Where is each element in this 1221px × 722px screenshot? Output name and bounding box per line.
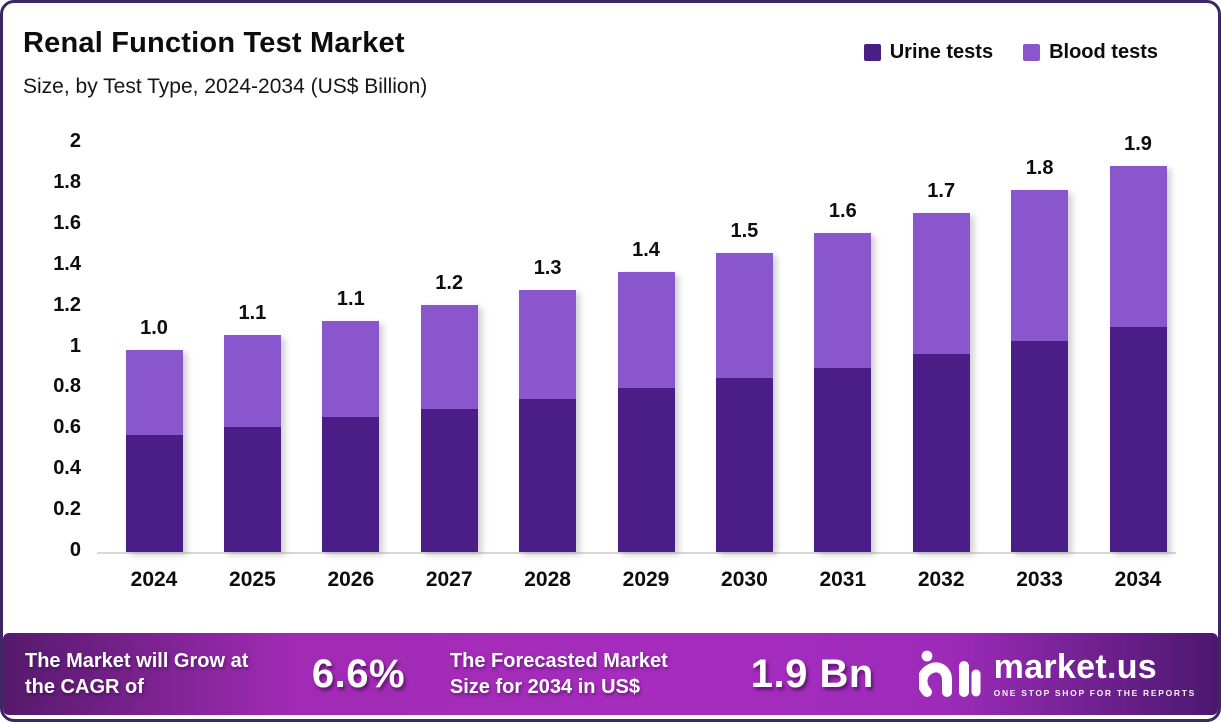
bar-2031 xyxy=(814,232,872,552)
bar-total-label-2024: 1.0 xyxy=(140,316,168,339)
y-axis-tick-1.2: 1.2 xyxy=(53,293,81,316)
bar-total-label-2026: 1.1 xyxy=(336,287,365,310)
x-axis-label-2027: 2027 xyxy=(425,568,473,591)
bar-segment-blood-2031 xyxy=(814,232,872,368)
bar-segment-blood-2029 xyxy=(617,271,675,389)
bar-2024 xyxy=(125,349,183,552)
y-axis-tick-1.8: 1.8 xyxy=(53,170,81,193)
bar-total-label-2031: 1.6 xyxy=(828,199,857,222)
y-axis-tick-0.2: 0.2 xyxy=(53,498,81,521)
bar-total-label-2027: 1.2 xyxy=(435,271,464,294)
x-axis-label-2028: 2028 xyxy=(524,568,571,591)
legend-swatch xyxy=(863,44,881,61)
footer-banner: The Market will Grow at the CAGR of 6.6%… xyxy=(3,633,1218,715)
bar-segment-blood-2034 xyxy=(1109,165,1167,328)
legend-swatch xyxy=(1023,44,1041,61)
bar-segment-blood-2027 xyxy=(420,304,478,409)
bar-segment-urine-2029 xyxy=(617,388,675,552)
bar-segment-urine-2031 xyxy=(814,367,872,552)
marketus-logo-icon xyxy=(918,650,981,697)
y-axis-tick-1: 1 xyxy=(69,334,81,357)
y-axis-tick-1.4: 1.4 xyxy=(53,252,81,275)
marketus-logo-text: market.us ONE STOP SHOP FOR THE REPORTS xyxy=(994,650,1196,698)
x-axis-line xyxy=(97,552,1176,554)
bar-total-label-2025: 1.1 xyxy=(238,302,267,325)
bar-total-label-2033: 1.8 xyxy=(1025,157,1054,180)
x-axis-label-2031: 2031 xyxy=(819,568,867,591)
brand-name: market.us xyxy=(993,648,1157,686)
bar-segment-urine-2025 xyxy=(223,427,281,552)
forecast-value: 1.9 Bn xyxy=(750,651,874,696)
bar-segment-urine-2028 xyxy=(519,398,577,552)
bar-segment-blood-2024 xyxy=(125,349,183,436)
bar-2033 xyxy=(1011,190,1069,552)
x-axis-label-2030: 2030 xyxy=(721,568,768,591)
chart-subtitle: Size, by Test Type, 2024-2034 (US$ Billi… xyxy=(23,75,428,98)
cagr-value: 6.6% xyxy=(311,651,406,696)
bar-segment-urine-2032 xyxy=(912,353,970,552)
page-title: Renal Function Test Market xyxy=(23,27,405,59)
y-axis-tick-2: 2 xyxy=(69,130,81,152)
legend-item-blood-tests: Blood tests xyxy=(1023,41,1158,64)
y-axis-tick-0.6: 0.6 xyxy=(53,416,81,439)
y-axis-tick-0.4: 0.4 xyxy=(53,457,81,480)
bar-segment-urine-2027 xyxy=(420,408,478,552)
brand-tagline: ONE STOP SHOP FOR THE REPORTS xyxy=(993,688,1196,698)
bar-total-label-2032: 1.7 xyxy=(927,179,956,202)
stacked-bar-chart: 2 1.8 1.6 1.4 1.2 1 0.8 0.6 0.4 0.2 0 1.0 2024 1.1 202… xyxy=(53,130,1186,591)
x-axis-label-2034: 2034 xyxy=(1114,568,1162,591)
bar-segment-blood-2030 xyxy=(715,253,773,379)
x-axis-label-2029: 2029 xyxy=(622,568,670,591)
y-axis-tick-0: 0 xyxy=(69,539,81,561)
bar-segment-urine-2030 xyxy=(715,378,773,552)
x-axis-label-2033: 2033 xyxy=(1016,568,1063,591)
cagr-label: The Market will Grow at the CAGR of xyxy=(25,650,249,698)
bar-segment-blood-2025 xyxy=(223,335,281,428)
bar-segment-blood-2033 xyxy=(1011,190,1069,342)
legend-label: Urine tests xyxy=(889,41,994,63)
bar-2030 xyxy=(715,253,773,552)
bar-segment-urine-2034 xyxy=(1109,327,1167,552)
bar-2028 xyxy=(519,290,577,552)
legend-label: Blood tests xyxy=(1049,41,1158,63)
bar-2032 xyxy=(912,212,970,552)
bar-2026 xyxy=(322,320,380,552)
marketus-logo: market.us ONE STOP SHOP FOR THE REPORTS xyxy=(918,647,1196,701)
x-axis-label-2032: 2032 xyxy=(917,568,965,591)
y-axis-tick-0.8: 0.8 xyxy=(53,375,81,398)
bar-2029 xyxy=(617,271,675,552)
bar-2027 xyxy=(420,304,478,552)
forecast-label: The Forecasted Market Size for 2034 in U… xyxy=(449,650,668,698)
x-axis-label-2024: 2024 xyxy=(130,568,178,591)
bar-segment-blood-2026 xyxy=(322,320,380,418)
bar-segment-urine-2024 xyxy=(125,435,183,552)
x-axis-label-2025: 2025 xyxy=(229,568,276,591)
bar-segment-blood-2032 xyxy=(912,212,970,354)
bar-total-label-2029: 1.4 xyxy=(632,238,660,261)
x-axis-label-2026: 2026 xyxy=(327,568,375,591)
legend-item-urine-tests: Urine tests xyxy=(863,41,994,64)
bar-segment-blood-2028 xyxy=(519,290,577,399)
bar-2025 xyxy=(223,335,281,552)
bar-total-label-2028: 1.3 xyxy=(533,257,562,280)
bar-total-label-2030: 1.5 xyxy=(730,220,759,243)
bar-segment-urine-2026 xyxy=(322,417,380,552)
bar-total-label-2034: 1.9 xyxy=(1124,132,1152,155)
bar-segment-urine-2033 xyxy=(1011,341,1069,552)
chart-legend: Urine tests Blood tests xyxy=(863,41,1158,64)
y-axis-tick-1.6: 1.6 xyxy=(53,211,81,234)
bar-2034 xyxy=(1109,165,1167,552)
